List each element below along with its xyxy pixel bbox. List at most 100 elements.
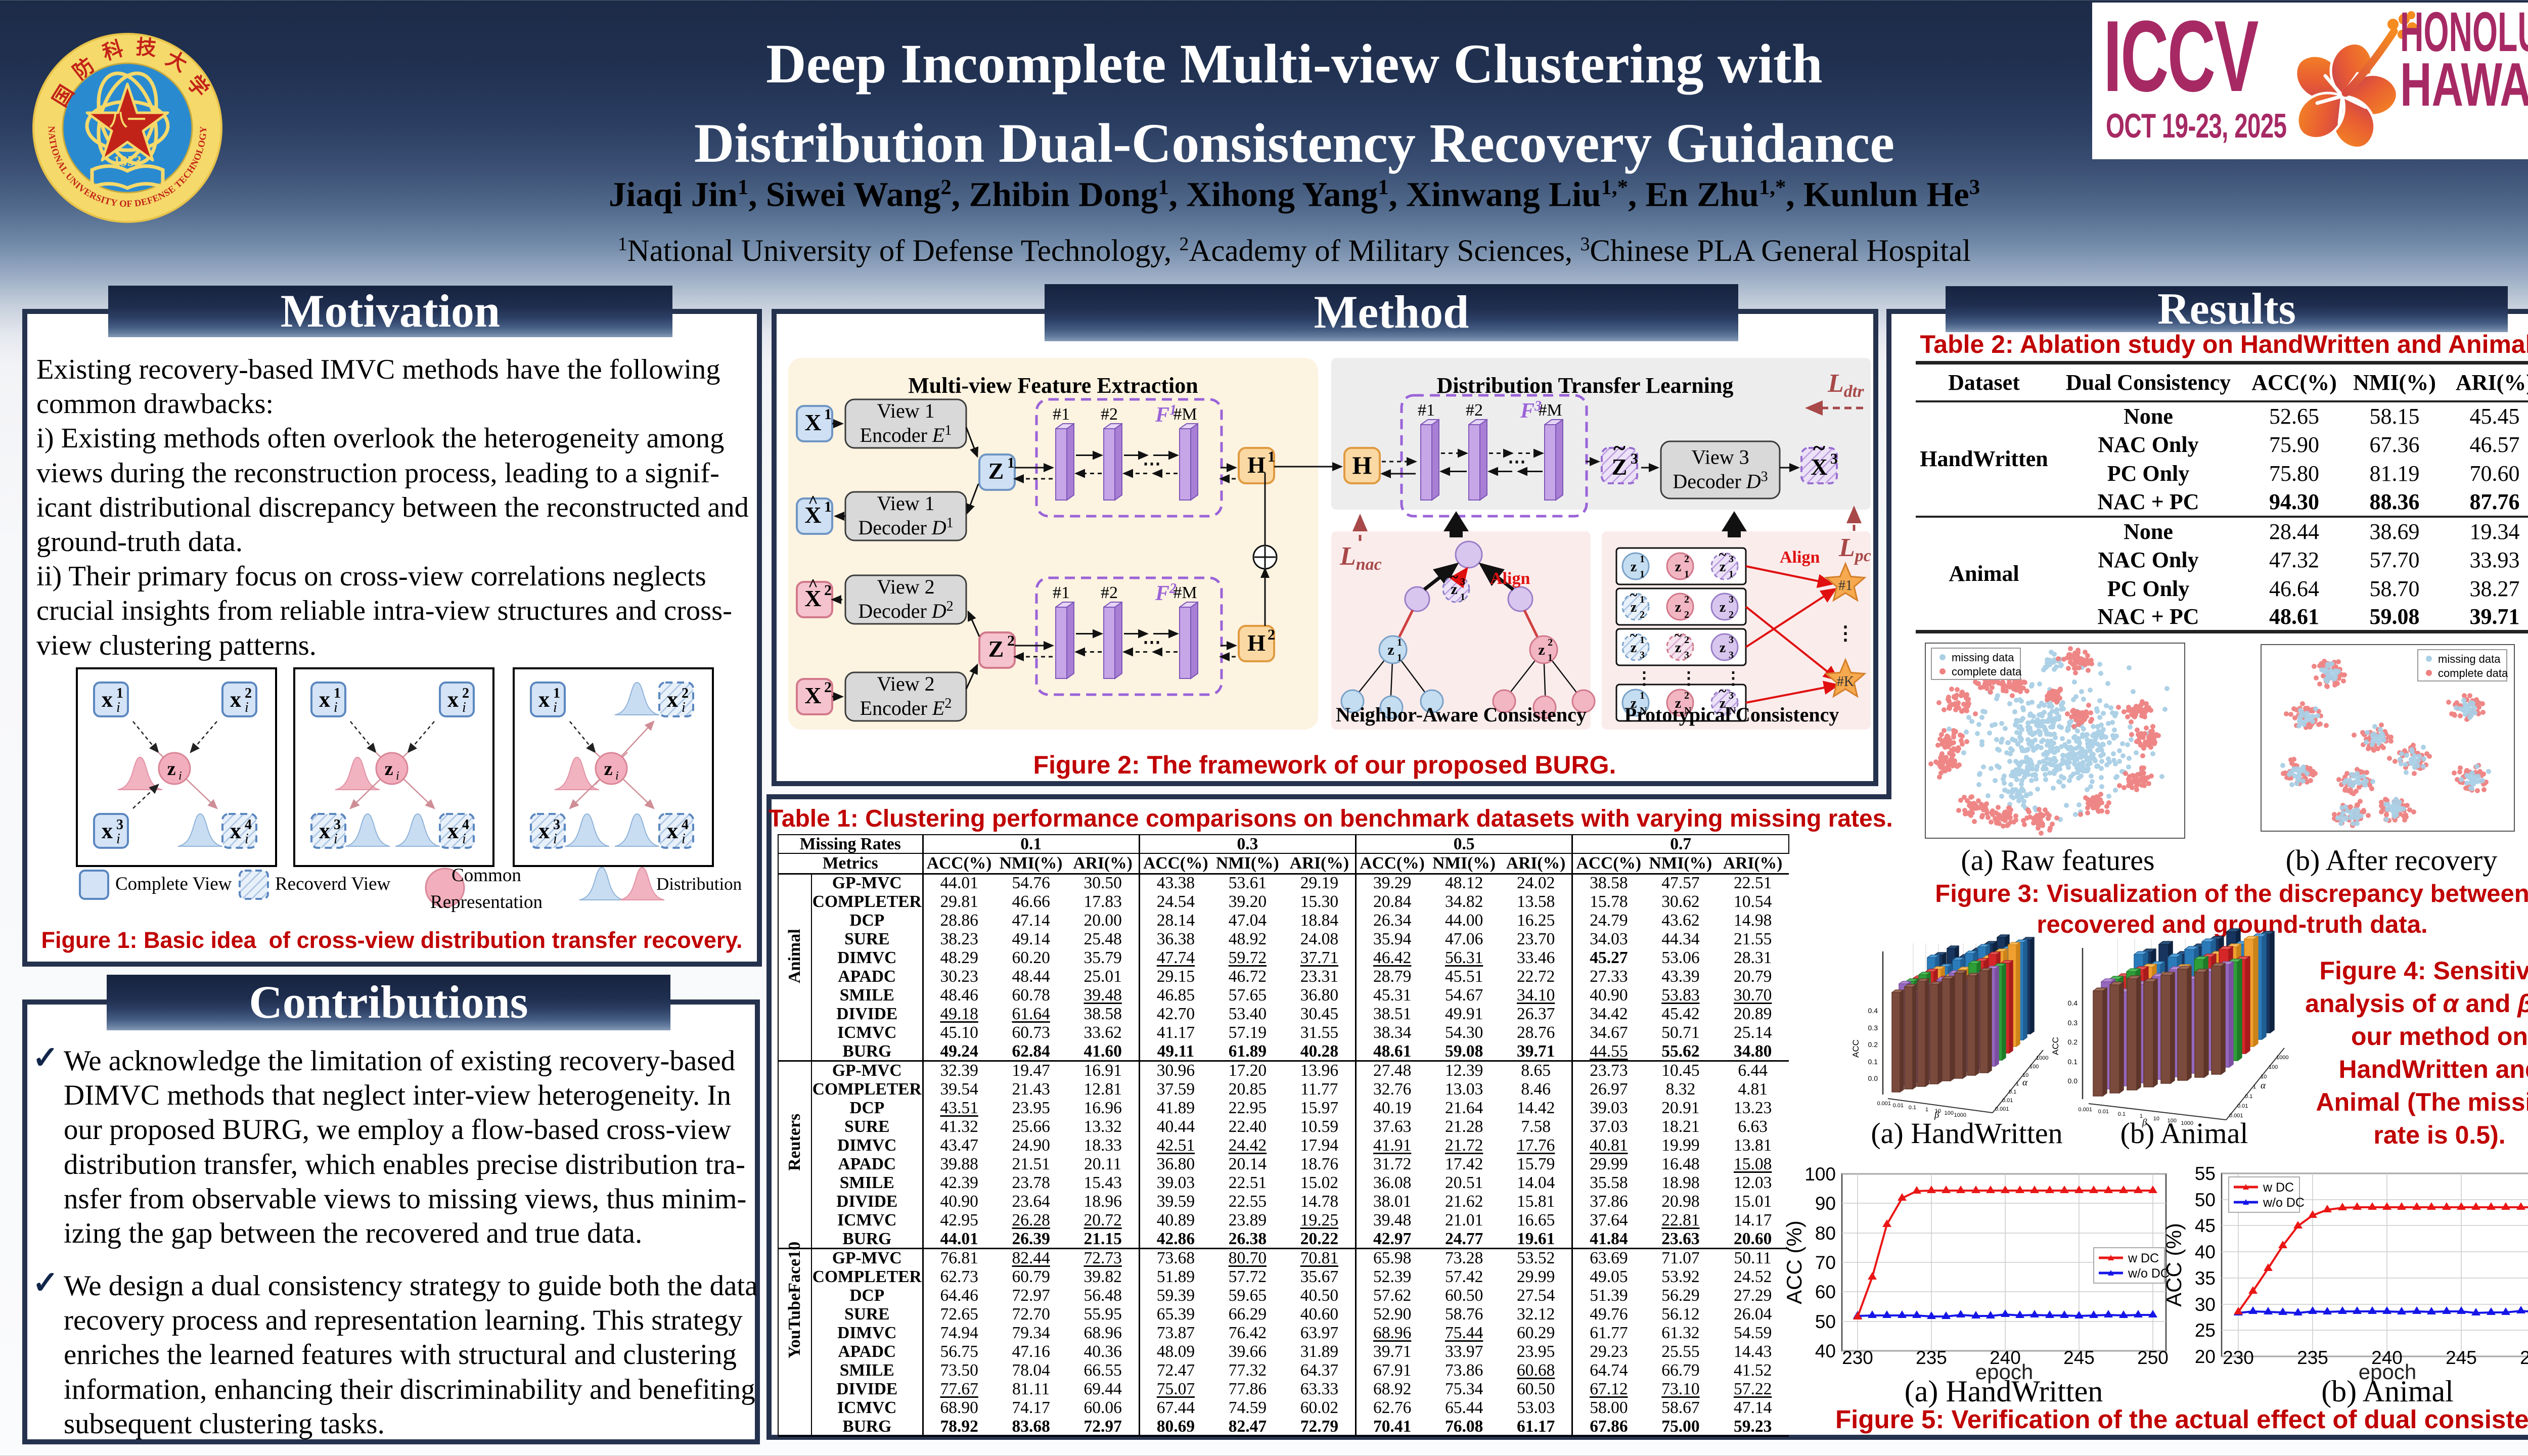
- svg-text:Align: Align: [1780, 548, 1820, 567]
- svg-text:z: z: [1675, 600, 1681, 615]
- svg-text:missing data: missing data: [1952, 651, 2014, 664]
- svg-text:missing data: missing data: [2438, 653, 2501, 665]
- svg-text:⋮: ⋮: [1680, 669, 1697, 688]
- svg-text:⋮: ⋮: [1636, 669, 1653, 688]
- svg-text:八一: 八一: [109, 110, 146, 130]
- svg-text:1: 1: [824, 498, 832, 515]
- svg-text:0.01: 0.01: [2002, 1098, 2013, 1104]
- svg-text:ACC (%): ACC (%): [2162, 1223, 2186, 1307]
- svg-text:1: 1: [1397, 637, 1402, 648]
- svg-text:Neighbor-Aware Consistency: Neighbor-Aware Consistency: [1336, 703, 1587, 726]
- svg-text:2: 2: [1684, 554, 1689, 565]
- svg-text:1: 1: [2140, 1113, 2143, 1119]
- svg-text:250: 250: [2137, 1347, 2169, 1368]
- svg-text:3: 3: [553, 817, 560, 833]
- svg-text:w DC: w DC: [2263, 1180, 2294, 1195]
- svg-text:Distribution: Distribution: [656, 874, 742, 894]
- svg-text:2: 2: [1729, 609, 1734, 620]
- svg-text:10: 10: [1935, 1108, 1941, 1114]
- svg-text:z: z: [1387, 642, 1394, 658]
- svg-text:~: ~: [1613, 435, 1626, 461]
- svg-text:X: X: [804, 410, 821, 435]
- svg-text:70: 70: [1815, 1252, 1836, 1273]
- svg-text:230: 230: [2223, 1347, 2254, 1368]
- svg-text:1: 1: [1640, 634, 1645, 646]
- svg-text:F2: F2: [1155, 581, 1177, 605]
- svg-text:2: 2: [824, 679, 832, 696]
- svg-text:Z: Z: [1612, 454, 1628, 480]
- svg-text:0.4: 0.4: [2068, 999, 2078, 1007]
- svg-text:30: 30: [2195, 1294, 2216, 1315]
- svg-text:⋯: ⋯: [1508, 451, 1526, 472]
- svg-text:H: H: [1247, 452, 1266, 478]
- svg-text:x: x: [230, 818, 241, 843]
- svg-text:i: i: [462, 831, 466, 847]
- svg-text:~: ~: [1450, 569, 1458, 585]
- svg-text:x: x: [319, 818, 330, 843]
- svg-text:4: 4: [462, 817, 469, 833]
- svg-text:z: z: [604, 758, 613, 780]
- svg-text:#K: #K: [1837, 674, 1854, 690]
- svg-text:10: 10: [2153, 1116, 2159, 1122]
- svg-text:i: i: [462, 700, 466, 715]
- svg-text:i: i: [553, 831, 557, 847]
- svg-text:60: 60: [1815, 1282, 1836, 1302]
- svg-text:~: ~: [1813, 435, 1825, 461]
- svg-text:Prototypical Consistency: Prototypical Consistency: [1624, 703, 1839, 726]
- svg-text:245: 245: [2446, 1347, 2477, 1368]
- svg-text:90: 90: [1815, 1193, 1836, 1214]
- svg-text:3: 3: [1830, 450, 1838, 467]
- svg-text:w/o DC: w/o DC: [2263, 1196, 2305, 1210]
- svg-text:1000: 1000: [2276, 1055, 2288, 1061]
- svg-text:技: 技: [135, 36, 157, 60]
- svg-text:i: i: [615, 769, 619, 783]
- svg-text:1: 1: [2016, 1081, 2019, 1087]
- svg-text:Recoverd View: Recoverd View: [275, 874, 391, 894]
- svg-text:0.1: 0.1: [2009, 1089, 2016, 1095]
- svg-text:Encoder E1: Encoder E1: [860, 423, 952, 446]
- svg-text:z: z: [1631, 696, 1637, 711]
- svg-text:3: 3: [1729, 594, 1734, 605]
- svg-text:2: 2: [462, 686, 469, 701]
- svg-text:#M: #M: [1538, 401, 1562, 420]
- svg-text:i: i: [178, 769, 182, 783]
- svg-text:z: z: [1675, 640, 1681, 656]
- svg-text:z: z: [385, 758, 393, 780]
- svg-text:β: β: [2142, 1117, 2147, 1128]
- svg-text:^: ^: [808, 492, 818, 511]
- svg-text:#2: #2: [1101, 583, 1118, 602]
- svg-text:i: i: [116, 700, 120, 715]
- svg-text:⋯: ⋯: [1143, 632, 1161, 652]
- svg-text:80: 80: [1815, 1223, 1836, 1244]
- svg-text:3: 3: [116, 817, 123, 833]
- svg-text:0.01: 0.01: [2237, 1103, 2248, 1109]
- svg-text:i: i: [396, 769, 399, 783]
- svg-text:z: z: [1720, 559, 1726, 575]
- svg-text:View 2: View 2: [877, 672, 934, 695]
- svg-text:Multi-view Feature Extraction: Multi-view Feature Extraction: [908, 373, 1198, 398]
- svg-text:z: z: [1675, 696, 1681, 711]
- svg-text:N: N: [1729, 705, 1736, 716]
- svg-text:View 1: View 1: [877, 399, 934, 422]
- svg-text:z: z: [1720, 640, 1726, 656]
- svg-text:i: i: [334, 700, 338, 715]
- svg-text:0.0: 0.0: [1868, 1074, 1878, 1082]
- svg-text:2: 2: [1684, 690, 1689, 701]
- svg-text:z: z: [1675, 559, 1681, 575]
- svg-text:0.3: 0.3: [2068, 1019, 2078, 1027]
- svg-text:#1: #1: [1838, 578, 1853, 594]
- svg-text:3: 3: [1640, 650, 1645, 661]
- svg-text:1: 1: [1460, 592, 1465, 603]
- svg-text:2: 2: [1684, 634, 1689, 646]
- svg-text:x: x: [447, 818, 459, 843]
- svg-text:1: 1: [2253, 1084, 2256, 1090]
- svg-text:1: 1: [1925, 1107, 1928, 1113]
- svg-text:1: 1: [1684, 569, 1689, 580]
- svg-text:~: ~: [1630, 628, 1638, 644]
- svg-text:x: x: [447, 687, 459, 712]
- svg-text:0.4: 0.4: [1868, 1007, 1878, 1015]
- svg-text:3: 3: [1631, 450, 1638, 467]
- svg-text:#M: #M: [1173, 583, 1197, 602]
- svg-text:Representation: Representation: [430, 892, 543, 913]
- svg-text:2: 2: [1007, 632, 1015, 649]
